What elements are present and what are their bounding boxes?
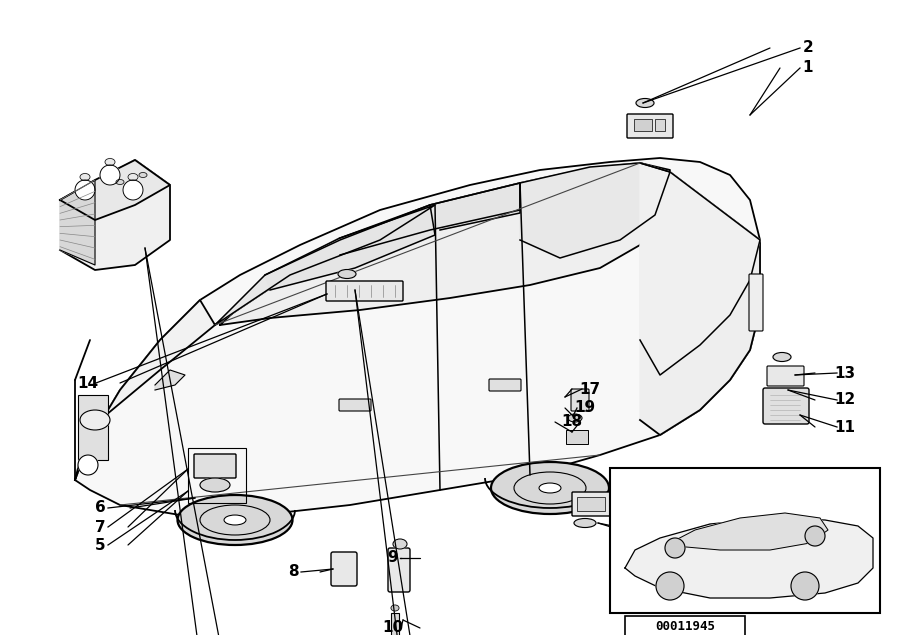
Ellipse shape (393, 539, 407, 549)
Ellipse shape (200, 478, 230, 492)
FancyBboxPatch shape (572, 492, 616, 516)
Polygon shape (640, 163, 760, 435)
Ellipse shape (116, 180, 124, 185)
Ellipse shape (128, 173, 138, 180)
Circle shape (805, 526, 825, 546)
Text: 2: 2 (803, 41, 814, 55)
Ellipse shape (139, 173, 147, 178)
Ellipse shape (105, 159, 115, 166)
Polygon shape (155, 370, 185, 390)
Circle shape (78, 455, 98, 475)
Polygon shape (265, 205, 435, 290)
Polygon shape (60, 180, 95, 265)
FancyBboxPatch shape (331, 552, 357, 586)
Circle shape (123, 180, 143, 200)
Bar (634, 119, 652, 131)
Text: 5: 5 (94, 537, 105, 552)
Bar (625, 616, 745, 635)
Text: 00011945: 00011945 (655, 620, 715, 634)
Text: 14: 14 (77, 375, 99, 391)
Bar (577, 497, 605, 511)
FancyBboxPatch shape (767, 366, 804, 386)
Text: 9: 9 (388, 551, 399, 566)
FancyBboxPatch shape (388, 548, 410, 592)
Polygon shape (75, 238, 340, 480)
Polygon shape (640, 163, 760, 375)
Polygon shape (625, 518, 873, 598)
Ellipse shape (80, 410, 110, 430)
Ellipse shape (338, 269, 356, 279)
Circle shape (665, 538, 685, 558)
Ellipse shape (80, 173, 90, 180)
FancyBboxPatch shape (489, 379, 521, 391)
Circle shape (791, 572, 819, 600)
Circle shape (75, 180, 95, 200)
Text: 19: 19 (574, 401, 596, 415)
Ellipse shape (773, 352, 791, 361)
Ellipse shape (391, 605, 399, 611)
Text: 12: 12 (834, 392, 856, 408)
Text: 1: 1 (803, 60, 814, 76)
Polygon shape (520, 163, 670, 258)
Bar (655, 119, 665, 131)
FancyBboxPatch shape (339, 399, 371, 411)
Text: 18: 18 (562, 415, 582, 429)
Text: 13: 13 (834, 366, 856, 380)
Ellipse shape (568, 414, 582, 422)
Polygon shape (75, 158, 760, 515)
Bar (391, 613, 399, 635)
Bar (78, 395, 108, 460)
Text: 4: 4 (660, 528, 670, 542)
Polygon shape (430, 183, 520, 230)
Ellipse shape (539, 483, 561, 493)
Polygon shape (215, 205, 435, 325)
Text: 6: 6 (94, 500, 105, 516)
Polygon shape (60, 160, 170, 270)
Polygon shape (340, 183, 520, 255)
Text: 8: 8 (288, 565, 298, 580)
Text: 3: 3 (660, 502, 670, 516)
Text: 11: 11 (834, 420, 856, 434)
Ellipse shape (574, 519, 596, 528)
FancyBboxPatch shape (194, 454, 236, 478)
Ellipse shape (491, 462, 609, 514)
Polygon shape (60, 160, 170, 220)
Polygon shape (670, 513, 828, 550)
Bar (566, 430, 588, 444)
Bar (188, 448, 246, 503)
FancyBboxPatch shape (571, 389, 589, 411)
Ellipse shape (636, 98, 654, 107)
Text: 17: 17 (580, 382, 600, 396)
FancyBboxPatch shape (763, 388, 809, 424)
Ellipse shape (177, 495, 292, 545)
FancyBboxPatch shape (326, 281, 403, 301)
Ellipse shape (224, 515, 246, 525)
Bar (610, 468, 880, 613)
Circle shape (656, 572, 684, 600)
Text: 10: 10 (382, 620, 403, 635)
FancyBboxPatch shape (627, 114, 673, 138)
Circle shape (100, 165, 120, 185)
Polygon shape (220, 163, 670, 325)
Text: 7: 7 (94, 519, 105, 535)
FancyBboxPatch shape (749, 274, 763, 331)
